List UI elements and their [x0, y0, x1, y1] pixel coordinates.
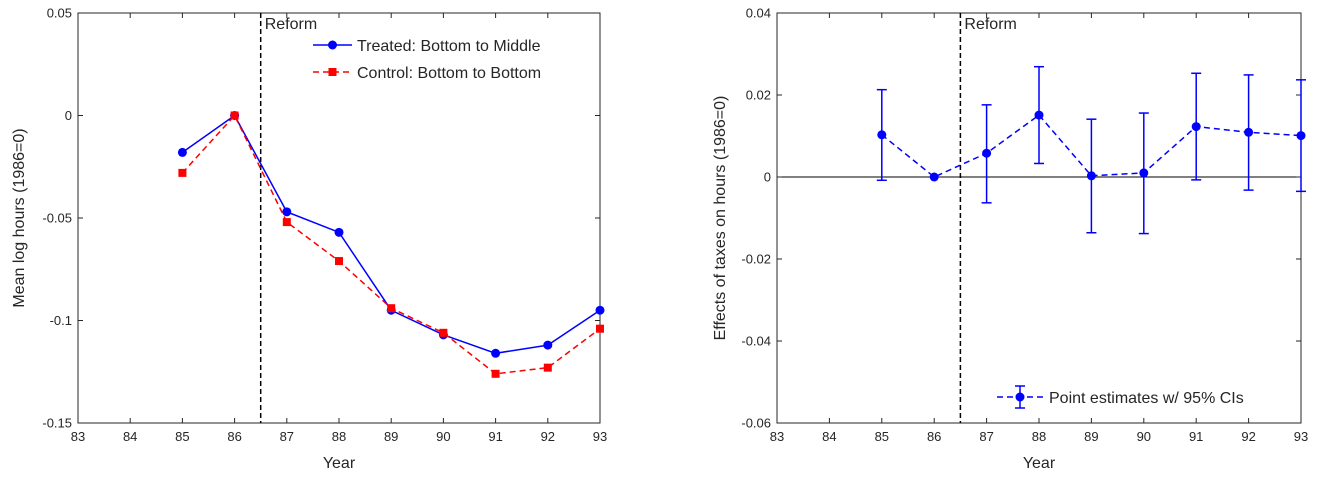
x-tick-label: 83 [71, 429, 85, 444]
data-point [282, 207, 292, 217]
y-tick-label: -0.05 [42, 211, 72, 226]
series-line [181, 114, 601, 375]
x-tick-label: 88 [332, 429, 346, 444]
x-axis-label: Year [1023, 455, 1056, 472]
y-tick-label: 0.02 [746, 88, 771, 103]
legend-entry: Point estimates w/ 95% CIs [1049, 390, 1244, 407]
y-tick-label: -0.02 [741, 252, 771, 267]
y-axis-label: Mean log hours (1986=0) [11, 128, 28, 307]
y-tick-label: -0.15 [42, 416, 72, 431]
x-tick-label: 85 [875, 429, 889, 444]
y-tick-label: -0.1 [50, 313, 72, 328]
x-tick-label: 93 [1294, 429, 1308, 444]
data-point [177, 147, 187, 157]
reform-label: Reform [265, 16, 317, 33]
data-point [178, 168, 187, 177]
data-point [877, 130, 887, 140]
data-point [543, 340, 553, 350]
x-tick-label: 87 [979, 429, 993, 444]
legend-entry: Control: Bottom to Bottom [357, 65, 541, 82]
data-point [1086, 171, 1096, 181]
data-point [230, 111, 239, 120]
x-tick-label: 91 [1189, 429, 1203, 444]
data-point [1296, 131, 1306, 141]
data-point [1034, 110, 1044, 120]
x-tick-label: 83 [770, 429, 784, 444]
x-tick-label: 92 [1241, 429, 1255, 444]
x-tick-label: 89 [1084, 429, 1098, 444]
x-tick-label: 87 [280, 429, 294, 444]
x-tick-label: 85 [175, 429, 189, 444]
x-tick-label: 90 [436, 429, 450, 444]
data-point [1139, 168, 1149, 178]
data-point [982, 148, 992, 158]
data-point [543, 363, 552, 372]
x-tick-label: 89 [384, 429, 398, 444]
y-tick-label: -0.06 [741, 416, 771, 431]
data-point [1244, 127, 1254, 137]
x-tick-label: 90 [1137, 429, 1151, 444]
x-tick-label: 84 [123, 429, 137, 444]
data-point [439, 328, 448, 337]
y-tick-label: 0 [764, 170, 771, 185]
x-tick-label: 86 [927, 429, 941, 444]
y-tick-label: 0 [65, 108, 72, 123]
data-point [1191, 122, 1201, 132]
y-tick-label: 0.04 [746, 6, 771, 21]
data-point [595, 305, 605, 315]
x-tick-label: 93 [593, 429, 607, 444]
legend-entry: Treated: Bottom to Middle [357, 38, 541, 55]
chart-panel-1 [77, 12, 605, 424]
data-point [491, 348, 501, 358]
data-point [334, 227, 344, 237]
data-point [387, 304, 396, 313]
x-tick-label: 86 [227, 429, 241, 444]
y-tick-label: 0.05 [47, 6, 72, 21]
x-tick-label: 92 [541, 429, 555, 444]
y-tick-label: -0.04 [741, 334, 771, 349]
x-axis-label: Year [323, 455, 356, 472]
data-point [596, 324, 604, 333]
legend-marker [1015, 392, 1025, 402]
legend-marker [328, 68, 337, 76]
legend-marker [328, 40, 337, 50]
reform-label: Reform [964, 16, 1016, 33]
data-point [282, 218, 291, 227]
series-line [181, 114, 601, 355]
x-tick-label: 88 [1032, 429, 1046, 444]
chart-panel-2 [776, 12, 1306, 424]
y-axis-label: Effects of taxes on hours (1986=0) [712, 96, 729, 341]
x-tick-label: 91 [488, 429, 502, 444]
data-point [335, 257, 343, 266]
data-point [929, 172, 939, 182]
data-point [491, 369, 500, 378]
x-tick-label: 84 [822, 429, 836, 444]
